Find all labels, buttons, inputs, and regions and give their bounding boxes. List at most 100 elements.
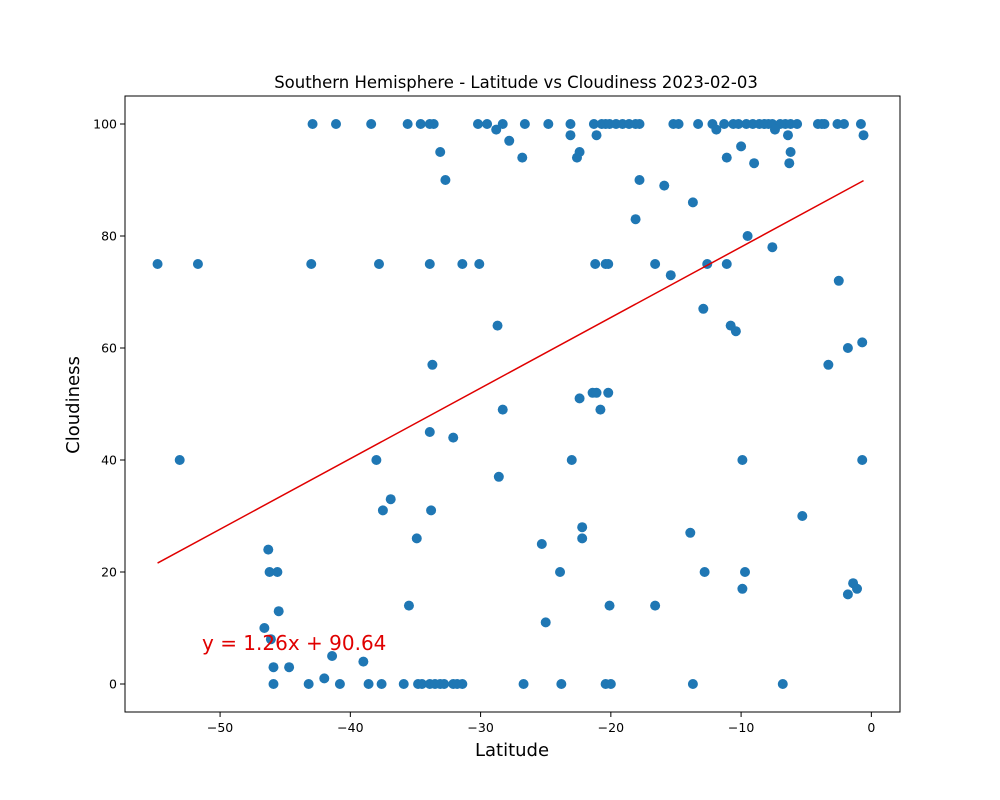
data-point <box>307 119 318 129</box>
regression-line <box>157 179 864 564</box>
data-point <box>448 432 459 443</box>
data-point <box>385 494 396 505</box>
data-point <box>426 505 437 516</box>
data-point <box>273 606 284 617</box>
data-point <box>852 583 863 594</box>
data-point <box>174 455 185 465</box>
data-point <box>687 679 698 689</box>
data-point <box>797 511 808 521</box>
data-point <box>605 679 616 689</box>
data-point <box>377 505 388 516</box>
data-point <box>737 583 748 594</box>
data-point <box>699 567 710 577</box>
data-point <box>650 259 661 269</box>
y-axis: 0 20 40 60 80 100 <box>93 117 125 692</box>
data-point <box>685 527 696 538</box>
data-point <box>268 662 279 673</box>
data-point <box>721 152 732 163</box>
data-point <box>303 679 314 689</box>
data-point <box>782 130 793 141</box>
data-point <box>711 124 722 135</box>
data-point <box>265 634 276 645</box>
data-point <box>595 404 606 415</box>
data-point <box>792 119 803 129</box>
data-point <box>555 567 566 577</box>
y-tick-label: 100 <box>93 117 117 132</box>
x-tick-label: −50 <box>207 720 233 735</box>
data-point <box>416 679 427 689</box>
data-point <box>842 343 853 353</box>
data-point <box>590 259 601 269</box>
data-points <box>152 119 869 689</box>
data-point <box>497 119 508 129</box>
data-point <box>591 130 602 141</box>
data-point <box>693 119 704 129</box>
data-point <box>331 119 342 129</box>
data-point <box>819 119 830 129</box>
data-point <box>472 119 483 129</box>
y-tick-label: 20 <box>101 565 117 580</box>
data-point <box>540 617 551 628</box>
data-point <box>740 567 750 577</box>
data-point <box>264 567 275 577</box>
data-point <box>366 119 377 129</box>
data-point <box>358 656 369 667</box>
data-point <box>428 119 439 129</box>
data-point <box>604 600 615 611</box>
data-point <box>565 119 576 129</box>
data-point <box>603 259 614 269</box>
x-tick-label: −20 <box>598 720 624 735</box>
y-tick-label: 60 <box>101 341 117 356</box>
data-point <box>263 544 274 555</box>
y-tick-label: 0 <box>109 677 117 692</box>
data-point <box>823 359 834 370</box>
data-point <box>855 119 866 129</box>
data-point <box>650 600 661 611</box>
data-point <box>730 326 741 337</box>
data-point <box>376 679 387 689</box>
data-point <box>457 259 468 269</box>
data-point <box>398 679 409 689</box>
data-point <box>767 242 778 253</box>
data-point <box>497 404 508 415</box>
data-point <box>591 387 602 398</box>
data-point <box>284 662 295 673</box>
data-point <box>784 158 795 169</box>
data-point <box>493 471 504 482</box>
data-point <box>536 539 547 549</box>
data-point <box>777 679 788 689</box>
data-point <box>411 533 422 544</box>
data-point <box>630 214 641 225</box>
data-point <box>543 119 554 129</box>
data-point <box>492 320 503 331</box>
data-point <box>474 259 485 269</box>
x-tick-label: −10 <box>728 720 754 735</box>
data-point <box>769 124 780 135</box>
data-point <box>556 679 567 689</box>
data-point <box>491 124 502 135</box>
data-point <box>373 259 384 269</box>
y-tick-label: 80 <box>101 229 117 244</box>
data-point <box>574 393 585 404</box>
data-point <box>588 119 599 129</box>
data-point <box>749 158 760 169</box>
data-point <box>665 270 676 281</box>
data-point <box>566 455 577 465</box>
regression-equation: y = 1.26x + 90.64 <box>202 631 386 655</box>
data-point <box>519 119 530 129</box>
data-point <box>371 455 382 465</box>
data-point <box>192 259 203 269</box>
chart-title: Southern Hemisphere - Latitude vs Cloudi… <box>274 73 758 92</box>
data-point <box>838 119 849 129</box>
data-point <box>733 119 744 129</box>
x-tick-label: 0 <box>867 720 875 735</box>
data-point <box>565 130 576 141</box>
data-point <box>603 387 614 398</box>
data-point <box>659 180 670 191</box>
data-point <box>577 533 588 544</box>
data-point <box>719 119 730 129</box>
data-point <box>687 197 698 208</box>
data-point <box>634 175 645 185</box>
data-point <box>785 147 796 157</box>
data-point <box>518 679 529 689</box>
